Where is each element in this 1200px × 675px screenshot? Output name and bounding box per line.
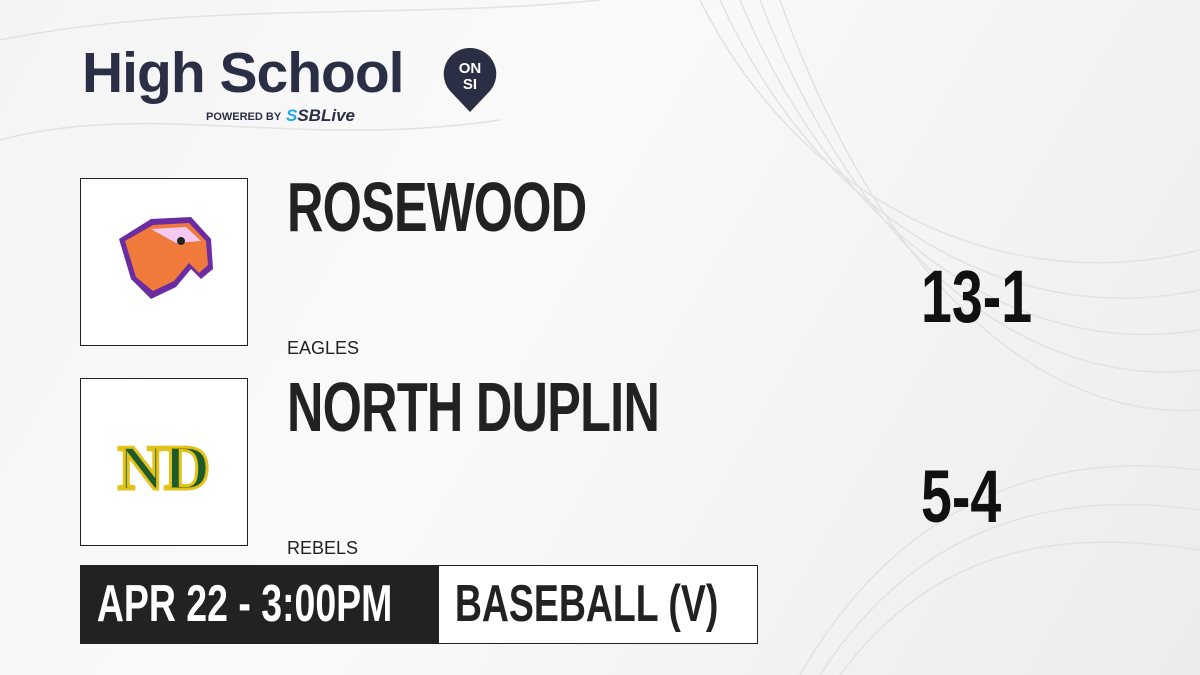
game-sport-block: BASEBALL (V): [439, 566, 827, 643]
badge-top: ON: [459, 60, 482, 77]
powered-by: POWERED BY: [206, 111, 282, 123]
team-mascot: REBELS: [287, 538, 359, 558]
team-logo-box: ND: [80, 378, 248, 546]
team-name: NORTH DUPLIN: [287, 368, 660, 446]
team-record: 13-1: [921, 255, 1033, 338]
game-info-bar: APR 22 - 3:00PM BASEBALL (V): [80, 565, 758, 644]
sblive-text: SBLive: [297, 106, 355, 125]
badge-bottom: SI: [463, 76, 477, 93]
nd-monogram-icon: ND: [116, 431, 211, 505]
nd-letters: ND: [118, 432, 210, 503]
team-record: 5-4: [921, 455, 1002, 538]
sblive-logo: SSBLive: [286, 106, 355, 126]
team-name: ROSEWOOD: [287, 168, 587, 246]
game-datetime-block: APR 22 - 3:00PM: [81, 566, 439, 643]
game-sport: BASEBALL (V): [454, 575, 719, 633]
game-datetime: APR 22 - 3:00PM: [96, 575, 393, 633]
on-si-pin-icon: ON SI: [443, 47, 497, 113]
team-logo-box: [80, 178, 248, 346]
sblive-mark: S: [286, 106, 298, 125]
brand-title: High School: [82, 41, 404, 105]
eagle-head-icon: [119, 217, 213, 299]
team-mascot: EAGLES: [287, 338, 360, 358]
